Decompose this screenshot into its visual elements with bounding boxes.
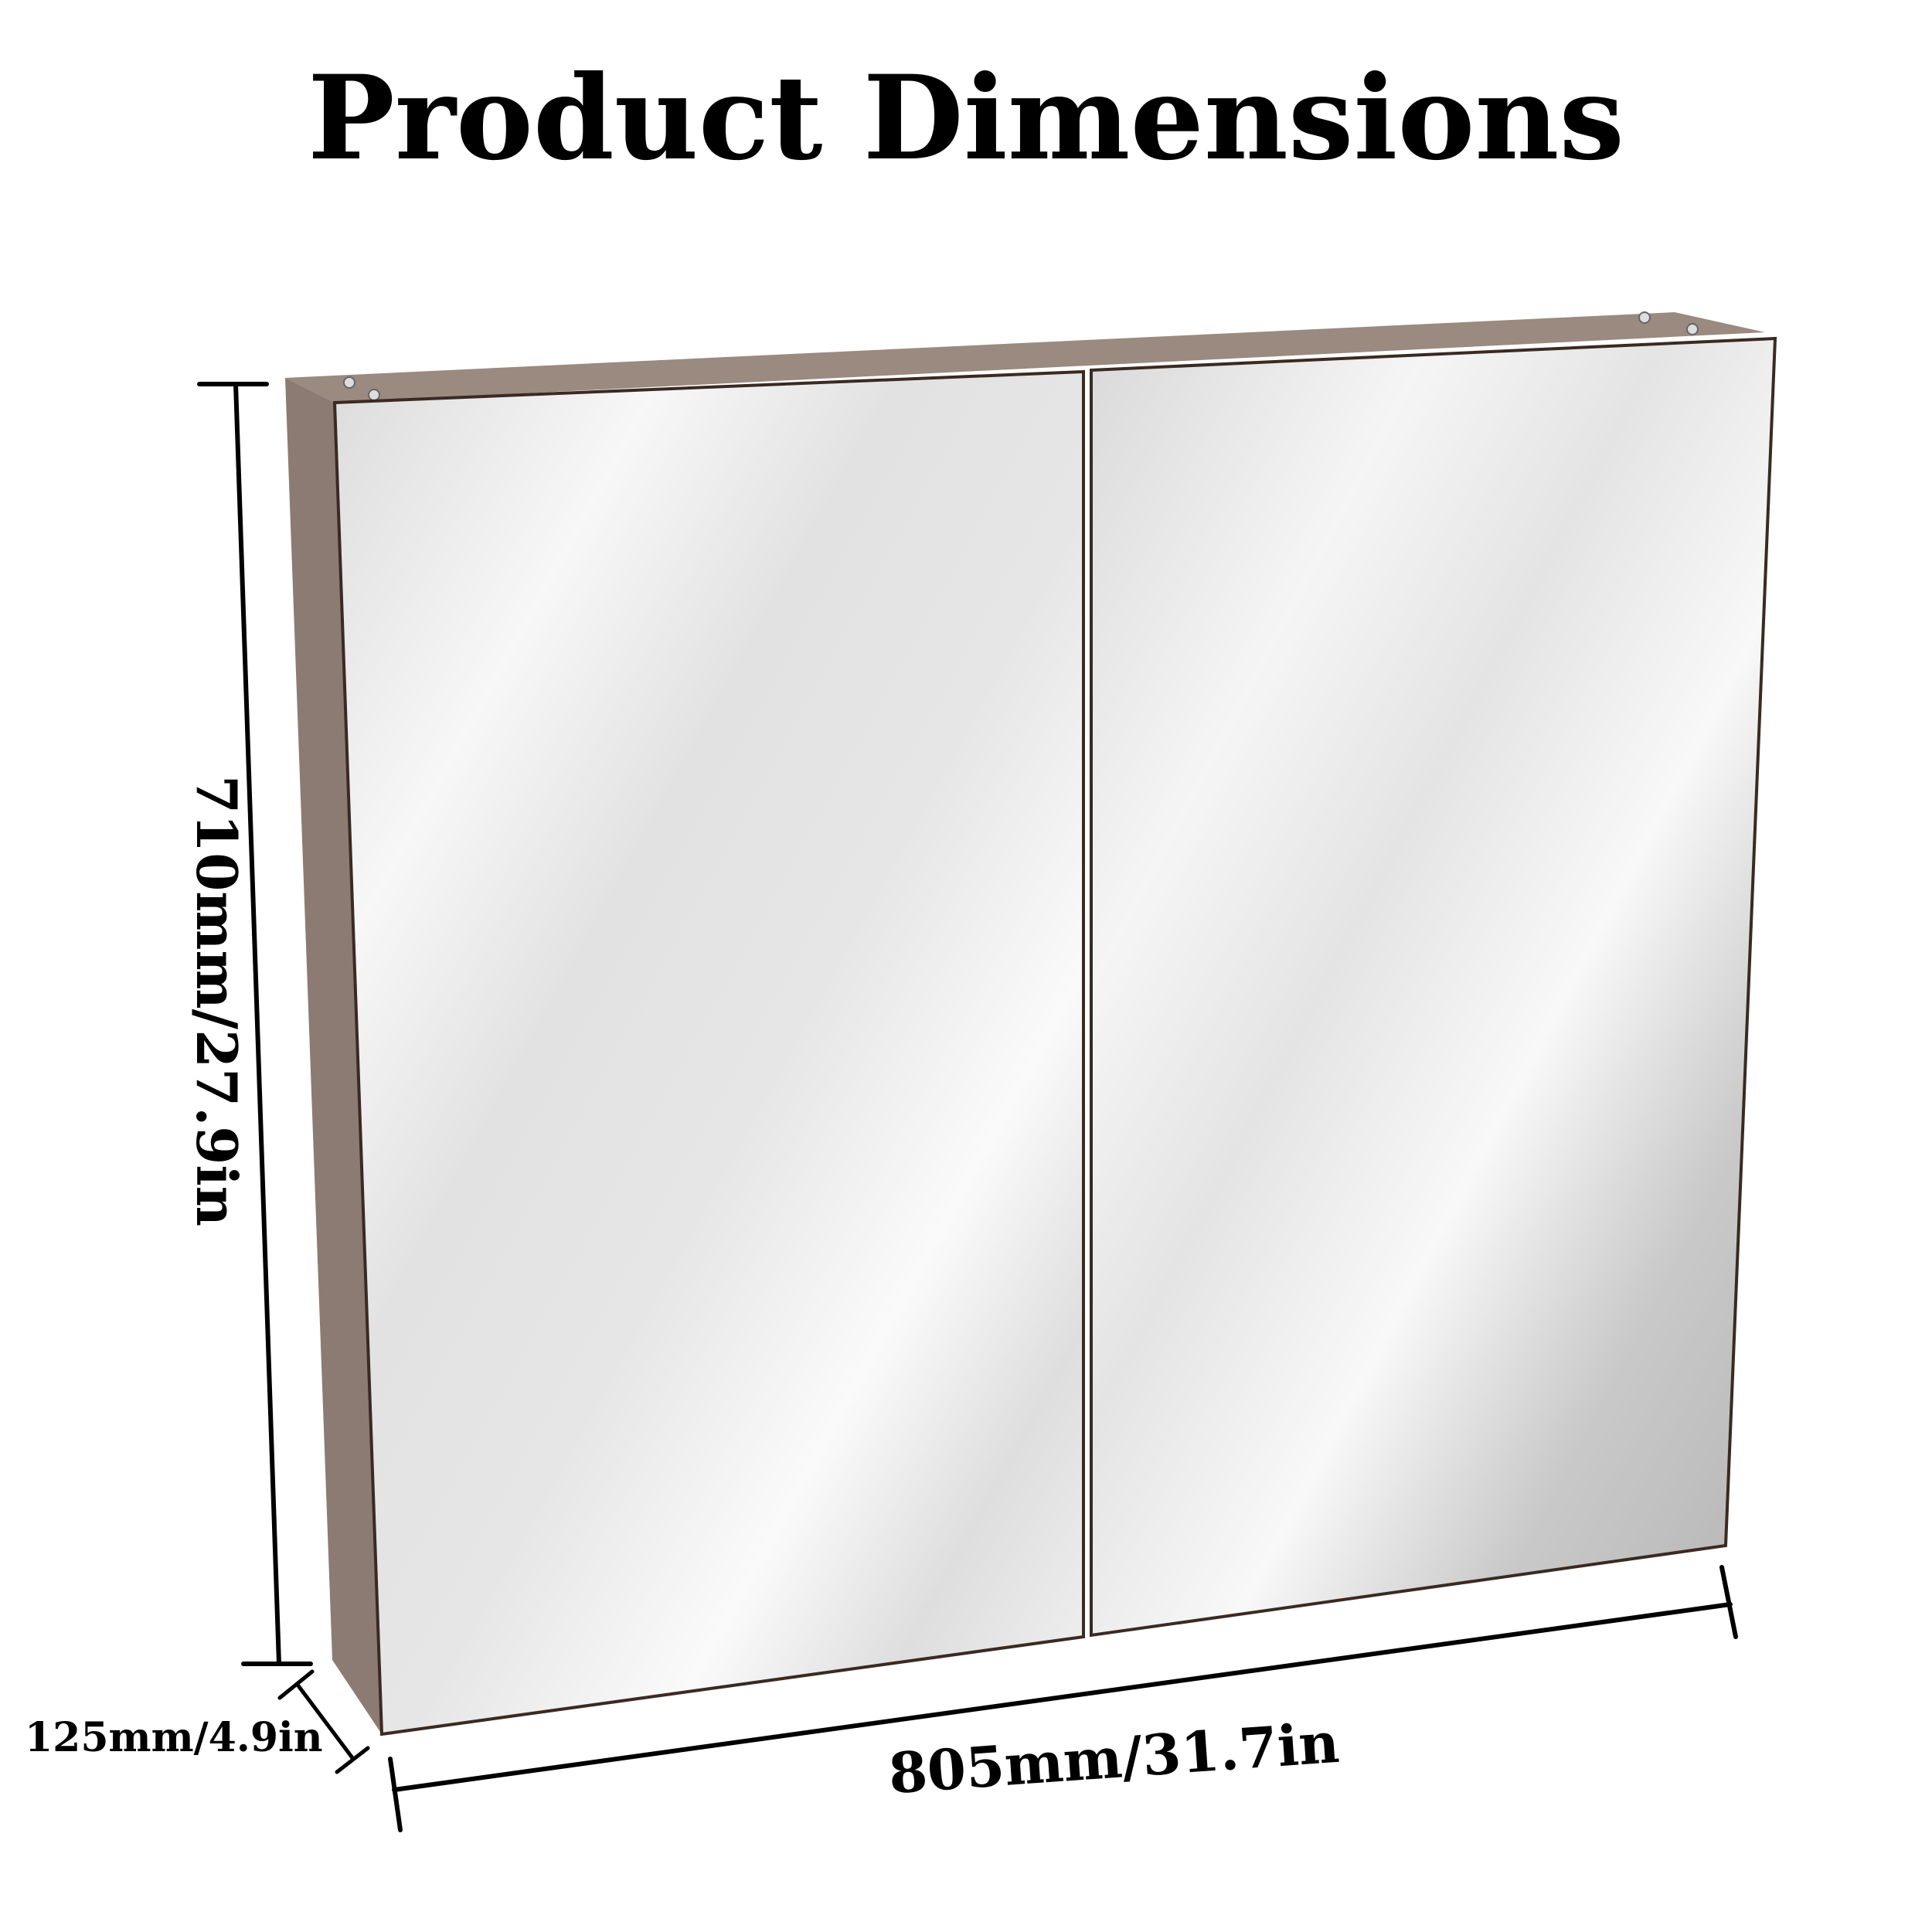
height-label: 710mm/27.9in <box>184 775 250 1226</box>
cabinet-top-surface <box>285 312 1765 403</box>
depth-dimension <box>277 1669 370 1774</box>
right-mirror-door[interactable] <box>1090 336 1777 1638</box>
hinge-screw-icon <box>1638 311 1651 324</box>
width-label: 805mm/31.7in <box>886 1709 1342 1807</box>
depth-label: 125mm/4.9in <box>25 1714 323 1761</box>
medicine-cabinet <box>285 311 1777 1736</box>
hinge-screw-icon <box>1686 323 1699 335</box>
hinge-screw-icon <box>368 389 380 401</box>
width-dimension <box>388 1565 1738 1832</box>
left-mirror-door[interactable] <box>332 369 1085 1736</box>
cabinet-left-side <box>285 378 382 1734</box>
page-title: Product Dimensions <box>308 50 1624 186</box>
height-dimension <box>197 382 313 1666</box>
hinge-screw-icon <box>343 376 355 389</box>
